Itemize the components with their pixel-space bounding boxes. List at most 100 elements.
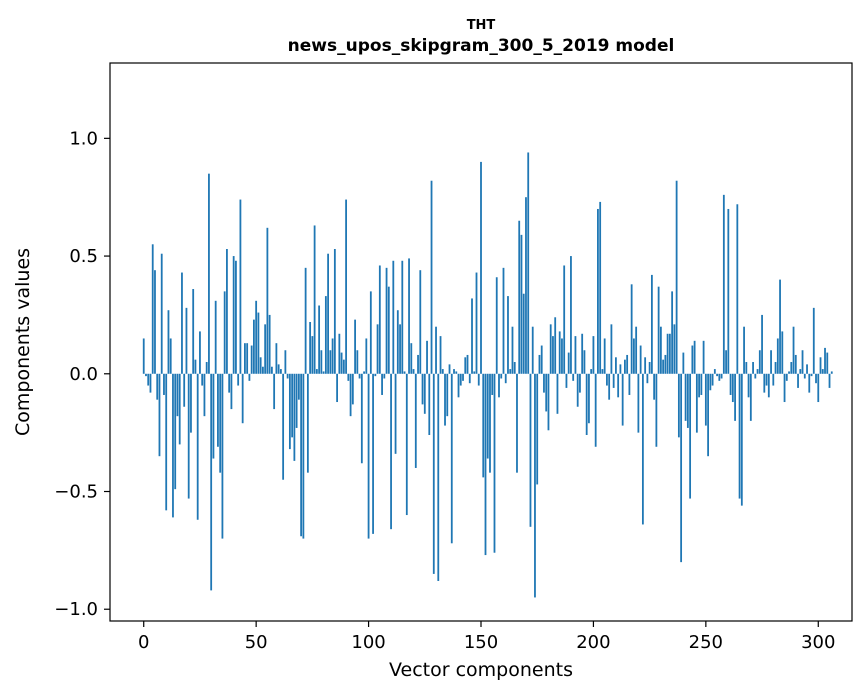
bar-160: [502, 267, 505, 374]
bar-278: [767, 373, 770, 398]
bar-142: [462, 373, 464, 381]
bar-53: [262, 366, 264, 374]
bar-106: [381, 373, 383, 395]
bar-184: [556, 373, 559, 414]
bar-302: [821, 369, 824, 374]
bar-100: [367, 373, 370, 539]
bar-298: [812, 307, 815, 374]
bar-262: [731, 373, 734, 403]
bar-249: [702, 340, 705, 374]
bar-41: [235, 260, 237, 374]
bar-52: [259, 357, 262, 374]
bar-140: [457, 373, 460, 398]
bar-273: [756, 369, 759, 374]
bar-225: [648, 362, 651, 374]
bar-116: [403, 371, 406, 374]
bar-274: [758, 350, 761, 374]
bar-207: [608, 373, 611, 400]
bar-162: [507, 296, 509, 374]
bar-68: [295, 373, 298, 428]
bar-96: [358, 373, 361, 379]
bar-288: [790, 362, 793, 374]
bar-85: [333, 249, 336, 374]
bar-26: [201, 373, 204, 386]
bar-152: [484, 373, 487, 556]
bar-71: [302, 373, 305, 539]
bar-123: [419, 270, 422, 374]
bar-267: [743, 326, 745, 374]
bar-293: [801, 350, 804, 374]
bar-265: [738, 373, 741, 499]
bar-306: [830, 371, 833, 374]
bars-group: [142, 152, 833, 598]
bar-73: [306, 373, 309, 473]
bar-95: [356, 350, 359, 374]
x-tick-label: 0: [138, 632, 149, 653]
x-axis-label: Vector components: [389, 659, 573, 681]
bar-294: [803, 373, 806, 379]
bar-127: [428, 373, 431, 435]
bar-182: [552, 336, 554, 374]
bar-78: [318, 305, 321, 374]
bar-186: [561, 338, 563, 374]
bar-157: [495, 277, 498, 374]
bar-114: [399, 324, 401, 374]
bar-21: [190, 373, 192, 433]
bar-263: [734, 373, 736, 421]
bar-282: [776, 338, 779, 374]
x-axis-ticks: 0 50 100 150 200 250 300: [138, 621, 835, 653]
bar-12: [169, 338, 172, 374]
bar-172: [529, 373, 532, 527]
bar-214: [624, 359, 626, 374]
bar-208: [610, 324, 613, 374]
bar-243: [689, 373, 692, 499]
bar-192: [574, 336, 577, 374]
bar-270: [749, 373, 752, 421]
bar-130: [435, 326, 437, 374]
bar-223: [644, 357, 647, 374]
bar-47: [248, 373, 251, 381]
bar-289: [792, 326, 795, 374]
bar-236: [673, 324, 676, 374]
bar-196: [583, 350, 586, 374]
bar-59: [275, 343, 278, 374]
bar-277: [765, 373, 768, 386]
bar-112: [394, 373, 397, 454]
bar-164: [511, 326, 514, 374]
bar-43: [239, 199, 242, 374]
bar-251: [707, 373, 709, 457]
bar-117: [405, 373, 408, 516]
bar-187: [563, 265, 566, 374]
bar-133: [441, 369, 444, 374]
bar-219: [635, 326, 638, 374]
bar-120: [412, 369, 415, 374]
bar-6: [156, 373, 159, 400]
bar-37: [226, 249, 228, 374]
bar-154: [489, 373, 491, 473]
bar-27: [203, 373, 206, 417]
bar-93: [351, 373, 354, 405]
bar-79: [320, 350, 323, 374]
bar-290: [794, 354, 797, 374]
bar-209: [612, 373, 615, 388]
bar-217: [630, 284, 633, 374]
bar-177: [540, 345, 543, 374]
bar-3: [149, 373, 152, 393]
bar-77: [315, 369, 318, 374]
bar-256: [718, 373, 721, 381]
bar-109: [387, 286, 390, 374]
bar-264: [736, 204, 739, 374]
bar-1: [145, 373, 147, 377]
bar-111: [392, 260, 395, 374]
bar-31: [212, 373, 215, 459]
bar-51: [257, 312, 260, 374]
bar-191: [572, 373, 575, 381]
bar-173: [531, 326, 534, 374]
bar-286: [785, 373, 788, 381]
bar-229: [657, 286, 660, 374]
bar-115: [401, 260, 404, 374]
bar-65: [288, 373, 291, 450]
bar-29: [208, 173, 210, 374]
bar-175: [536, 373, 539, 485]
